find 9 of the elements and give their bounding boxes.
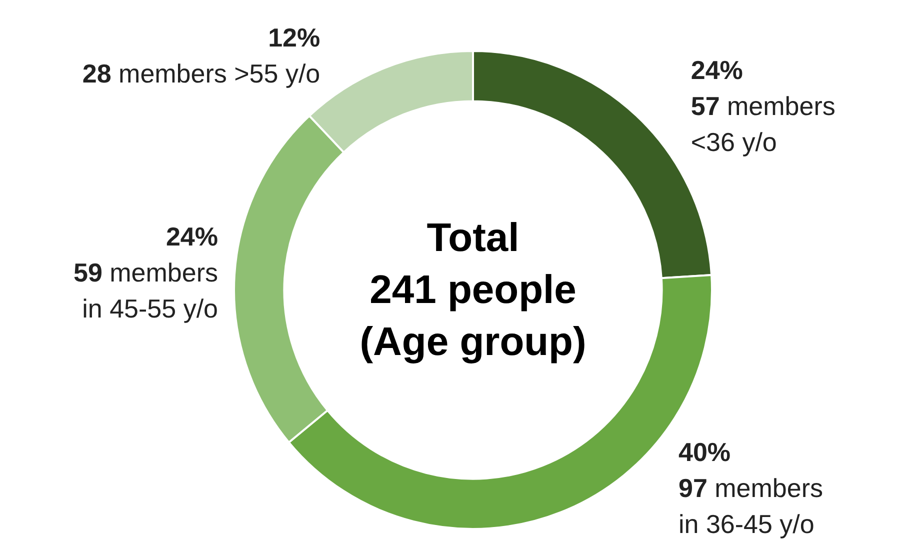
- slice-label: 28 members >55 y/o: [82, 58, 320, 89]
- data-label: 24%: [166, 221, 218, 252]
- data-label: 24%: [690, 54, 743, 85]
- slice-label: 57 members <36 y/o: [690, 90, 836, 157]
- slice-label: 97 members in 36-45 y/o: [678, 473, 823, 540]
- slice-label: 59 members in 45-55 y/o: [74, 257, 218, 324]
- data-label: 40%: [678, 437, 731, 468]
- data-label: 12%: [268, 22, 320, 53]
- text: Total 241 people (Age group): [358, 215, 588, 366]
